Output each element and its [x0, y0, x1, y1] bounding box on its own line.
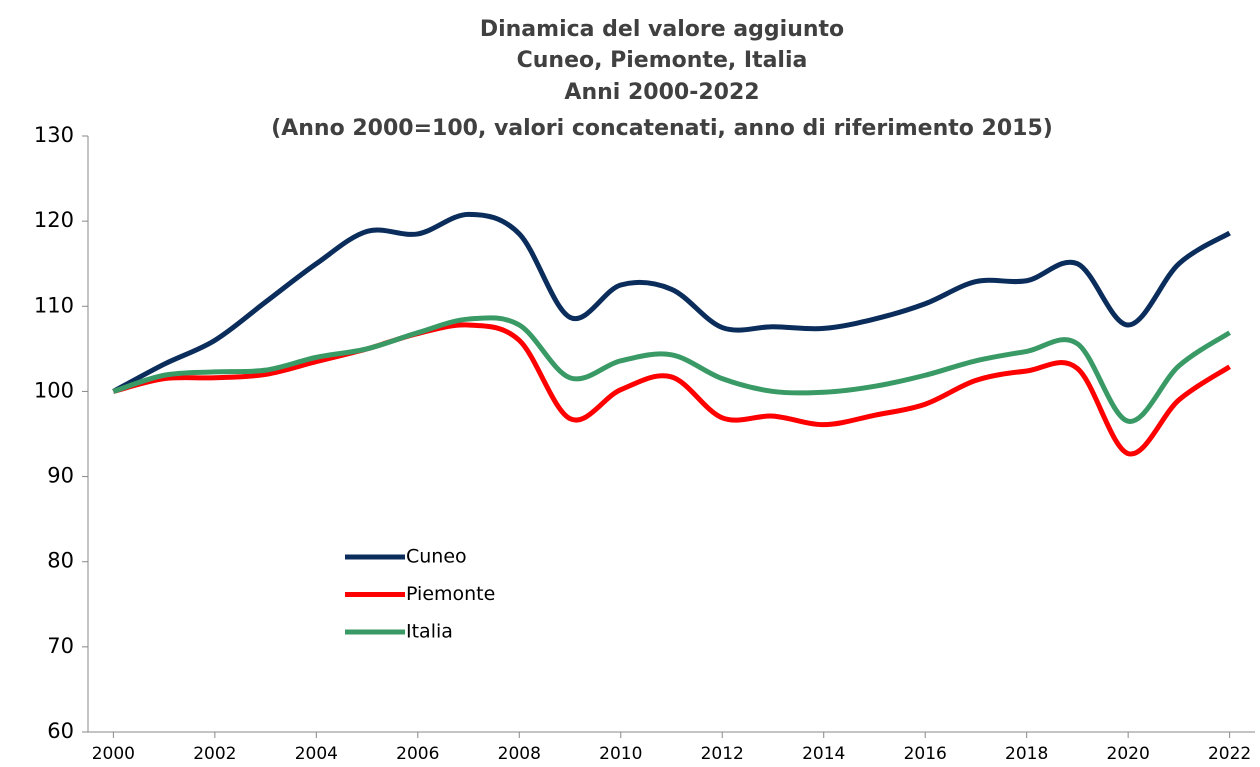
y-tick-label: 110 [34, 293, 74, 317]
x-tick-label: 2004 [295, 744, 338, 764]
x-tick-label: 2020 [1107, 744, 1150, 764]
x-tick-label: 2012 [701, 744, 744, 764]
y-tick-label: 100 [34, 378, 74, 402]
y-tick-label: 80 [47, 549, 74, 573]
series-line [112, 211, 1231, 394]
x-tick-label: 2002 [193, 744, 236, 764]
y-tick-label: 90 [47, 464, 74, 488]
legend-label: Italia [406, 621, 453, 643]
chart-title: Cuneo, Piemonte, Italia [517, 48, 808, 73]
chart-title: Dinamica del valore aggiunto [480, 17, 844, 42]
legend-label: Cuneo [406, 546, 467, 568]
chart-title: Anni 2000-2022 [564, 80, 759, 105]
y-tick-label: 130 [34, 123, 74, 147]
series-line [112, 315, 1231, 424]
x-tick-label: 2016 [904, 744, 947, 764]
chart-title: (Anno 2000=100, valori concatenati, anno… [271, 116, 1053, 141]
y-tick-label: 70 [47, 634, 74, 658]
legend-label: Piemonte [406, 583, 495, 605]
x-tick-label: 2008 [498, 744, 541, 764]
x-tick-label: 2006 [396, 744, 439, 764]
series-line [112, 322, 1231, 457]
y-tick-label: 60 [47, 719, 74, 743]
x-tick-label: 2010 [599, 744, 642, 764]
x-tick-label: 2018 [1005, 744, 1048, 764]
x-tick-label: 2000 [92, 744, 135, 764]
y-tick-label: 120 [34, 208, 74, 232]
x-tick-label: 2022 [1208, 744, 1251, 764]
x-tick-label: 2014 [802, 744, 845, 764]
